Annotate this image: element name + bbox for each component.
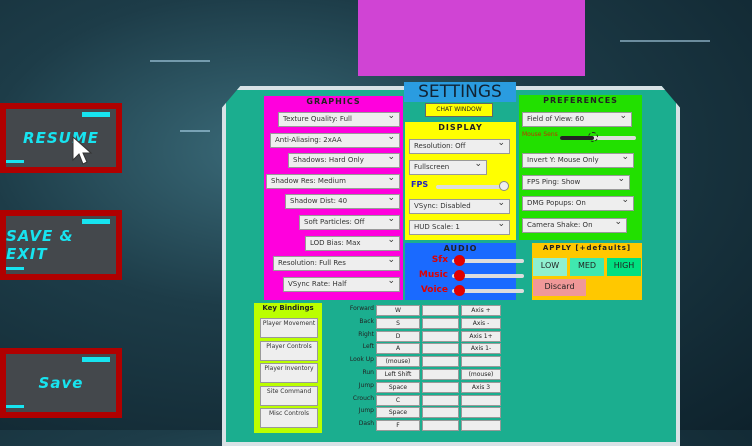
low-preset-button[interactable]: LOW xyxy=(533,258,567,276)
keybinding-row: Back S Axis - xyxy=(324,317,504,330)
magenta-block xyxy=(358,0,585,76)
primary-key-field[interactable]: (mouse) xyxy=(376,356,420,368)
resume-button[interactable]: RESUME xyxy=(0,103,122,173)
audio-slider-knob[interactable] xyxy=(454,285,466,296)
graphics-dropdown[interactable]: Shadow Res: Medium xyxy=(266,173,400,189)
keybinding-category-button[interactable]: Player Controls xyxy=(260,340,318,361)
display-dropdown[interactable]: Fullscreen xyxy=(409,160,487,175)
primary-key-field[interactable]: S xyxy=(376,317,420,329)
keybinding-row: Jump Space Axis 3 xyxy=(324,381,504,394)
graphics-dropdown[interactable]: Resolution: Full Res xyxy=(273,256,400,272)
audio-slider-knob[interactable] xyxy=(454,270,466,281)
keybinding-category-button[interactable]: Site Command xyxy=(260,385,318,406)
med-preset-button[interactable]: MED xyxy=(570,258,604,276)
axis-field[interactable]: (mouse) xyxy=(461,369,501,380)
primary-key-field[interactable]: A xyxy=(376,343,420,355)
keybinding-row: Crouch C xyxy=(324,394,504,407)
axis-field[interactable]: Axis 1- xyxy=(461,343,501,355)
alt-key-field[interactable] xyxy=(422,356,459,368)
display-dropdown[interactable]: VSync: Disabled xyxy=(409,199,510,214)
primary-key-field[interactable]: D xyxy=(376,330,420,342)
axis-field[interactable]: Axis + xyxy=(461,305,501,316)
settings-title: SETTINGS xyxy=(404,82,516,102)
discard-button[interactable]: Discard xyxy=(533,279,586,296)
axis-field[interactable]: Axis 3 xyxy=(461,381,501,393)
keybinding-row: Left A Axis 1- xyxy=(324,343,504,355)
keybinding-row: Forward W Axis + xyxy=(324,305,504,317)
save-button[interactable]: Save xyxy=(0,348,122,418)
alt-key-field[interactable] xyxy=(422,394,459,406)
axis-field[interactable] xyxy=(461,356,501,368)
audio-label: Sfx xyxy=(431,255,448,265)
preference-dropdown[interactable]: FPS Ping: Show xyxy=(522,174,630,190)
audio-label: Voice xyxy=(420,285,448,295)
save-exit-button[interactable]: SAVE & EXIT xyxy=(0,210,122,280)
keybinding-category-button[interactable]: Misc Controls xyxy=(260,408,318,428)
axis-field[interactable] xyxy=(461,407,501,419)
keybinding-row: Jump Space xyxy=(324,407,504,419)
primary-key-field[interactable]: Space xyxy=(376,381,420,393)
alt-key-field[interactable] xyxy=(422,407,459,419)
alt-key-field[interactable] xyxy=(422,369,459,380)
fps-slider[interactable] xyxy=(436,185,508,189)
audio-label: Music xyxy=(418,270,448,280)
mouse-sens-label: Mouse Sens xyxy=(522,131,558,138)
audio-slider[interactable] xyxy=(452,259,524,263)
primary-key-field[interactable]: W xyxy=(376,305,420,316)
graphics-dropdown[interactable]: Soft Particles: Off xyxy=(299,215,400,230)
alt-key-field[interactable] xyxy=(422,343,459,355)
alt-key-field[interactable] xyxy=(422,330,459,342)
preference-dropdown[interactable]: DMG Popups: On xyxy=(522,196,634,211)
preference-dropdown[interactable]: Camera Shake: On xyxy=(522,217,627,233)
primary-key-field[interactable]: Space xyxy=(376,407,420,419)
audio-slider-knob[interactable] xyxy=(454,255,466,266)
audio-slider[interactable] xyxy=(452,289,524,293)
graphics-dropdown[interactable]: Anti-Aliasing: 2xAA xyxy=(270,132,400,148)
preference-dropdown[interactable]: Invert Y: Mouse Only xyxy=(522,153,634,168)
primary-key-field[interactable]: C xyxy=(376,394,420,406)
graphics-dropdown[interactable]: Shadows: Hard Only xyxy=(288,153,400,169)
cursor-icon xyxy=(72,136,93,165)
keybinding-category-button[interactable]: Player Inventory xyxy=(260,363,318,383)
mouse-sens-fill xyxy=(560,136,594,140)
axis-field[interactable]: Axis - xyxy=(461,317,501,329)
keybinding-row: Right D Axis 1+ xyxy=(324,330,504,343)
keybinding-row: Dash F xyxy=(324,420,504,432)
high-preset-button[interactable]: HIGH xyxy=(607,258,641,276)
axis-field[interactable] xyxy=(461,394,501,406)
graphics-dropdown[interactable]: LOD Bias: Max xyxy=(305,235,400,251)
axis-field[interactable]: Axis 1+ xyxy=(461,330,501,342)
display-dropdown[interactable]: Resolution: Off xyxy=(409,139,510,154)
mouse-sens-knob[interactable] xyxy=(587,132,598,142)
chat-window-button[interactable]: CHAT WINDOW xyxy=(425,103,493,117)
fov-dropdown[interactable]: Field of View: 60 xyxy=(522,112,632,127)
alt-key-field[interactable] xyxy=(422,381,459,393)
graphics-dropdown[interactable]: Texture Quality: Full xyxy=(278,112,400,127)
graphics-dropdown[interactable]: Shadow Dist: 40 xyxy=(285,194,400,210)
alt-key-field[interactable] xyxy=(422,317,459,329)
primary-key-field[interactable]: Left Shift xyxy=(376,369,420,380)
display-dropdown[interactable]: HUD Scale: 1 xyxy=(409,220,510,235)
alt-key-field[interactable] xyxy=(422,305,459,316)
keybinding-row: Look Up (mouse) xyxy=(324,356,504,368)
mouse-sens-slider[interactable] xyxy=(560,136,636,140)
fps-slider-knob[interactable] xyxy=(499,181,510,191)
keybinding-row: Run Left Shift (mouse) xyxy=(324,369,504,381)
audio-slider[interactable] xyxy=(452,274,524,278)
keybinding-category-button[interactable]: Player Movement xyxy=(260,318,318,338)
fps-label: FPS xyxy=(411,180,429,189)
graphics-dropdown[interactable]: VSync Rate: Half xyxy=(283,276,400,292)
